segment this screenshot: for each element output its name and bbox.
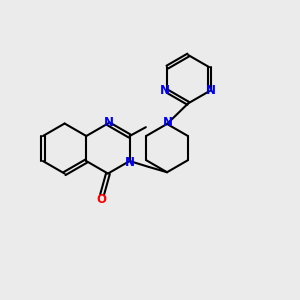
Text: N: N <box>103 116 113 129</box>
Text: N: N <box>160 84 170 97</box>
Text: O: O <box>96 193 106 206</box>
Text: N: N <box>163 116 172 129</box>
Text: N: N <box>206 84 216 97</box>
Text: N: N <box>125 156 135 169</box>
